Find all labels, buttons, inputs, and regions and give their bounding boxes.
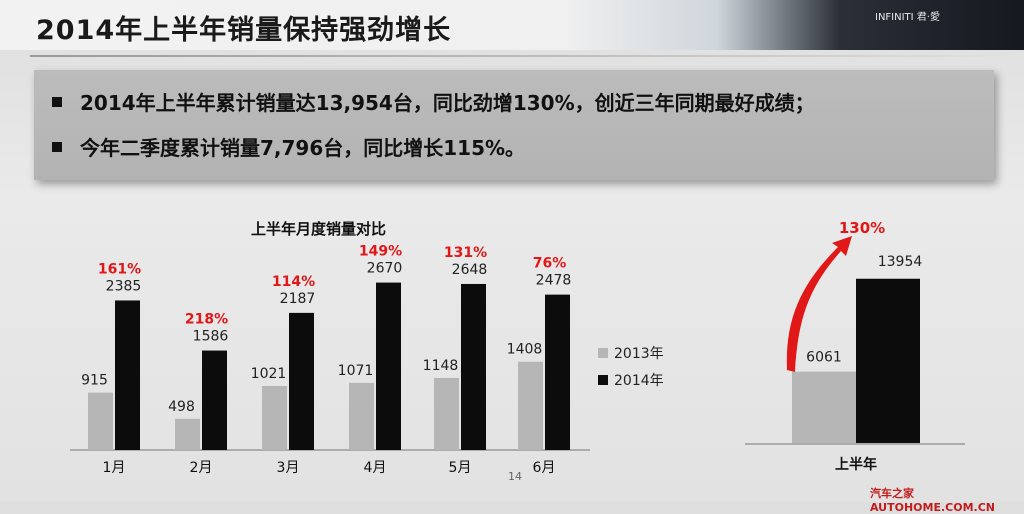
bar-2014 xyxy=(202,350,227,450)
data-label-2014: 2385 xyxy=(106,278,142,294)
x-tick-label: 1月 xyxy=(103,460,126,476)
data-label-2013: 1071 xyxy=(338,363,374,379)
legend-item-2014: 2014年 xyxy=(598,370,664,390)
growth-label: 130% xyxy=(839,219,885,237)
data-label-2014: 2187 xyxy=(280,291,316,307)
x-tick-label: 6月 xyxy=(533,460,556,476)
bar-2014 xyxy=(856,278,920,443)
bar-2013 xyxy=(262,385,287,450)
x-tick-label: 4月 xyxy=(364,460,387,476)
growth-label: 149% xyxy=(359,244,402,260)
bar-2014 xyxy=(115,300,140,450)
data-label-2014: 2670 xyxy=(367,261,403,277)
bar-2013 xyxy=(349,382,374,450)
bar-2014 xyxy=(289,312,314,450)
bar-2013 xyxy=(434,378,459,450)
bar-2014 xyxy=(461,283,486,450)
legend-label: 2013年 xyxy=(614,346,664,362)
bar-2014 xyxy=(545,294,570,450)
growth-label: 131% xyxy=(444,245,487,261)
data-label-2013: 1148 xyxy=(423,358,459,374)
bar-2013 xyxy=(175,418,200,450)
title-bar xyxy=(0,0,1024,50)
half-year-label: 上半年 xyxy=(835,457,877,473)
summary-item-2: 今年二季度累计销量7,796台，同比增长115%。 xyxy=(52,132,525,161)
data-label-2013: 498 xyxy=(168,399,195,415)
bar-2013 xyxy=(518,361,543,450)
data-label-2013: 1408 xyxy=(507,342,543,358)
watermark: 汽车之家 AUTOHOME.COM.CN xyxy=(870,487,995,514)
brand-logo: INFINITI 君·愛 xyxy=(875,12,940,23)
data-label-2014: 13954 xyxy=(878,254,923,270)
growth-label: 218% xyxy=(185,312,228,328)
data-label-2014: 2478 xyxy=(536,273,572,289)
legend-item-2013: 2013年 xyxy=(598,343,664,363)
title-underline xyxy=(30,55,1010,57)
bar-2014 xyxy=(376,282,401,450)
data-label-2013: 1021 xyxy=(251,366,287,382)
growth-label: 161% xyxy=(98,261,141,277)
summary-text: 2014年上半年累计销量达13,954台，同比劲增130%，创近三年同期最好成绩… xyxy=(80,91,815,115)
summary-text: 今年二季度累计销量7,796台，同比增长115%。 xyxy=(80,136,526,160)
x-tick-label: 3月 xyxy=(277,460,300,476)
chart-title: 上半年月度销量对比 xyxy=(251,220,387,238)
growth-label: 76% xyxy=(533,256,567,272)
bar-2013 xyxy=(792,371,856,443)
bullet-icon xyxy=(52,141,62,152)
growth-label: 114% xyxy=(272,274,315,290)
page-number: 14 xyxy=(508,470,522,483)
bar-2013 xyxy=(88,392,113,450)
bullet-icon xyxy=(52,96,62,107)
legend-swatch xyxy=(598,375,608,385)
x-tick-label: 5月 xyxy=(449,460,472,476)
legend-label: 2014年 xyxy=(614,373,664,389)
summary-item-1: 2014年上半年累计销量达13,954台，同比劲增130%，创近三年同期最好成绩… xyxy=(52,87,815,116)
growth-arrow-icon xyxy=(786,236,852,372)
data-label-2013: 915 xyxy=(81,373,108,389)
legend-swatch xyxy=(598,348,608,358)
data-label-2014: 1586 xyxy=(193,329,229,345)
data-label-2014: 2648 xyxy=(452,262,488,278)
page-title: 2014年上半年销量保持强劲增长 xyxy=(36,15,452,46)
summary-box xyxy=(34,70,994,180)
data-label-2013: 6061 xyxy=(806,350,842,366)
x-tick-label: 2月 xyxy=(190,460,213,476)
